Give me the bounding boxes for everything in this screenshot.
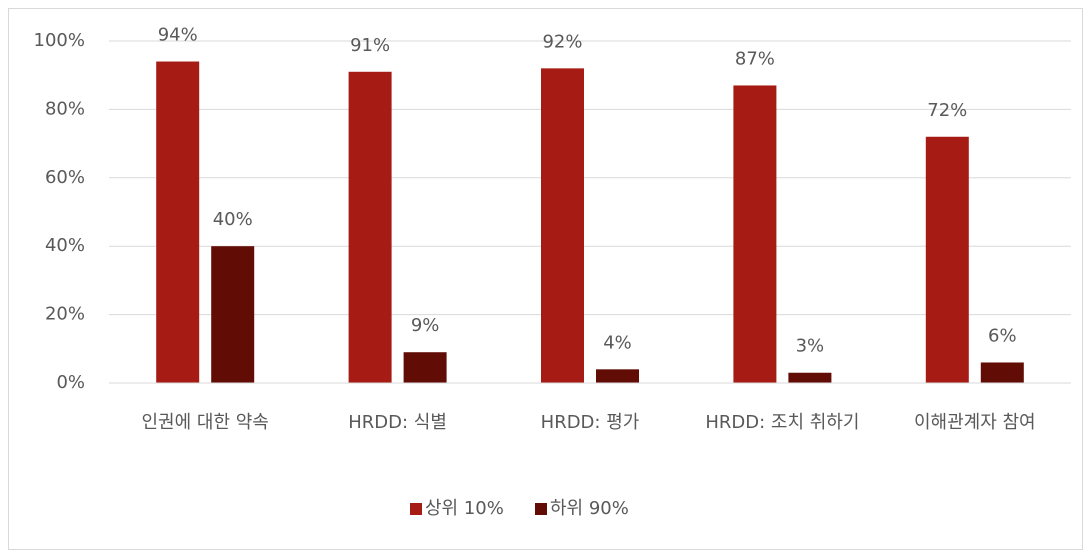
bar	[541, 68, 584, 384]
x-tick-label: 이해관계자 참여	[913, 412, 1036, 433]
bar	[403, 352, 447, 383]
data-label: 87%	[735, 48, 775, 69]
data-label: 6%	[988, 325, 1017, 346]
bar	[733, 85, 777, 384]
bar	[980, 362, 1024, 383]
data-label: 9%	[411, 315, 440, 336]
data-label: 4%	[603, 332, 632, 353]
legend-label: 하위 90%	[550, 498, 629, 519]
data-label: 3%	[796, 336, 825, 357]
bar	[211, 246, 255, 383]
y-tick-label: 0%	[56, 372, 85, 393]
y-tick-label: 80%	[45, 98, 85, 119]
data-label: 40%	[213, 209, 253, 230]
legend-swatch	[535, 503, 547, 515]
legend-swatch	[410, 503, 422, 515]
data-label: 91%	[350, 35, 390, 56]
y-tick-label: 40%	[45, 235, 85, 256]
x-tick-label: 인권에 대한 약속	[141, 412, 269, 433]
data-label: 94%	[158, 25, 198, 46]
bar	[348, 71, 392, 383]
data-label: 72%	[927, 100, 967, 121]
y-tick-label: 20%	[45, 304, 85, 325]
bar	[788, 372, 832, 383]
y-tick-label: 60%	[45, 167, 85, 188]
x-tick-label: HRDD: 조치 취하기	[705, 412, 860, 433]
x-tick-label: HRDD: 평가	[540, 412, 640, 433]
bar	[925, 136, 969, 383]
bar	[596, 369, 639, 383]
y-tick-label: 100%	[34, 30, 85, 51]
data-label: 92%	[542, 31, 582, 52]
legend-label: 상위 10%	[425, 498, 504, 519]
bar	[156, 61, 200, 384]
x-tick-label: HRDD: 식별	[348, 412, 447, 433]
